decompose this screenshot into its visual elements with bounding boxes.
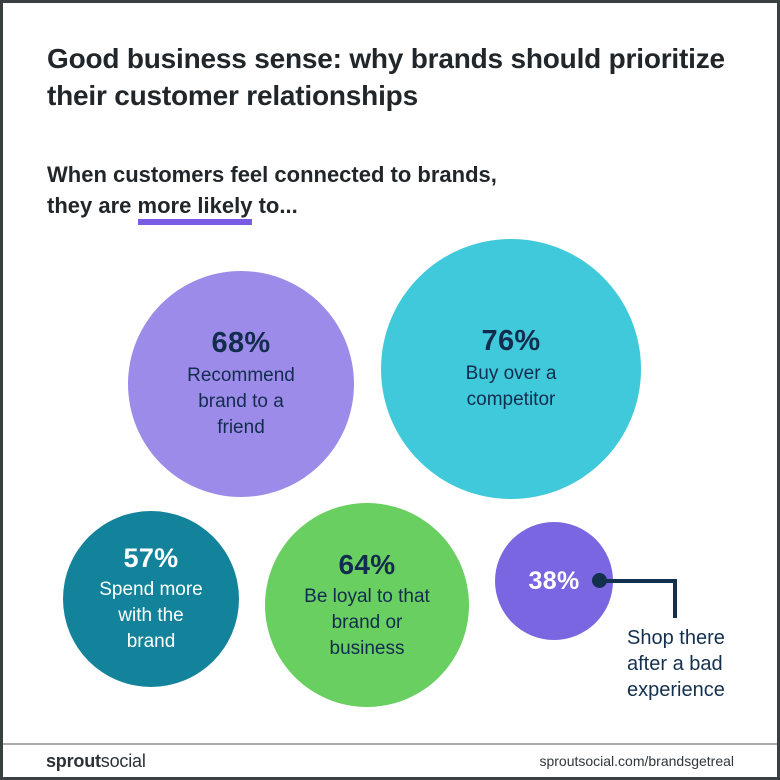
callout-label: Shop there after a bad experience: [627, 627, 725, 701]
title-line-1: Good business sense: why brands should p…: [47, 43, 725, 74]
bubble-recommend-brand-to-friend: 68% Recommend brand to a friend: [128, 271, 354, 497]
footer: sproutsocial sproutsocial.com/brandsgetr…: [3, 743, 777, 777]
bubble-buy-over-competitor: 76% Buy over a competitor: [381, 239, 641, 499]
logo-text-sprout: sprout: [46, 750, 101, 771]
subtitle-line-2-pre: they are: [47, 193, 132, 218]
footer-url: sproutsocial.com/brandsgetreal: [539, 753, 734, 769]
bubble-be-loyal-to-brand: 64% Be loyal to that brand or business: [265, 503, 469, 707]
bubble-spend-more-with-brand: 57% Spend more with the brand: [63, 511, 239, 687]
bubble-value: 38%: [528, 566, 580, 595]
page-title: Good business sense: why brands should p…: [47, 40, 747, 114]
page-subtitle: When customers feel connected to brands,…: [47, 159, 667, 225]
subtitle-underlined-phrase: more likely: [137, 194, 253, 225]
bubble-label: Buy over a competitor: [465, 363, 557, 410]
callout-line-horizontal: [599, 579, 677, 583]
bubble-value: 76%: [481, 325, 541, 357]
bubble-label: Spend more with the brand: [99, 579, 203, 652]
subtitle-line-1: When customers feel connected to brands,: [47, 162, 497, 187]
callout-line-vertical: [673, 579, 677, 618]
bubble-value: 68%: [211, 327, 271, 359]
logo-text-social: social: [100, 750, 146, 771]
title-line-2: their customer relationships: [47, 80, 418, 111]
sproutsocial-logo: sproutsocial: [46, 751, 146, 772]
bubble-label: Be loyal to that brand or business: [304, 585, 430, 659]
subtitle-line-2-post: to...: [258, 193, 298, 218]
bubble-label: Recommend brand to a friend: [187, 365, 295, 438]
bubble-value: 57%: [123, 543, 179, 573]
bubble-value: 64%: [338, 548, 396, 580]
